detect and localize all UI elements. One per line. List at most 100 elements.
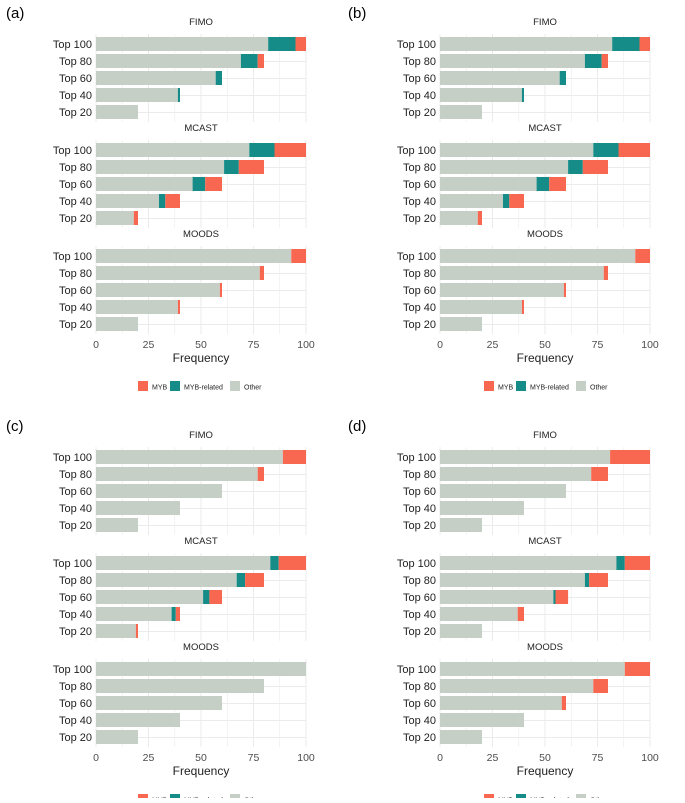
bar-other-top40 [440, 88, 522, 102]
bar-other-top100 [440, 556, 617, 570]
legend: MYB MYB-related Other [484, 381, 608, 392]
bar-other-top40 [96, 501, 180, 515]
bar-myb-top80 [582, 160, 608, 174]
category-label: Top 20 [59, 213, 92, 225]
facet-mcast: MCAST Top 100 Top 80 Top 60 Top 40 Top 20 [397, 536, 651, 641]
bar-other-top20 [440, 518, 482, 532]
category-label: Top 100 [53, 664, 92, 676]
category-label: Top 40 [403, 302, 436, 314]
category-label: Top 20 [59, 520, 92, 532]
x-tick-label: 75 [248, 339, 260, 351]
legend-key-other [576, 794, 586, 803]
bar-myb-top40 [177, 300, 180, 314]
bar-other-top100 [96, 37, 269, 51]
category-label: Top 20 [403, 732, 436, 744]
category-label: Top 60 [403, 486, 436, 498]
bar-myb-top80 [259, 266, 264, 280]
bar-myb-top100 [624, 662, 650, 676]
category-label: Top 60 [59, 179, 92, 191]
bar-other-top60 [440, 696, 562, 710]
facet-mcast: MCAST Top 100 Top 80 Top 60 Top 40 Top 20 [397, 123, 651, 228]
bar-myb-top100 [295, 37, 306, 51]
bar-myb-top60 [549, 177, 566, 191]
bar-other-top100 [440, 249, 636, 263]
legend: MYB MYB-related Other [138, 381, 262, 392]
legend-label: MYB [498, 385, 514, 392]
bar-myb-related-top80 [240, 54, 258, 68]
bar-myb-related-top100 [249, 143, 275, 157]
facet-title: FIMO [189, 430, 213, 441]
panel-label: (b) [348, 5, 366, 22]
facet-moods: MOODS Top 100 Top 80 Top 60 Top 40 Top 20 [53, 642, 307, 747]
facet-fimo: FIMO Top 100 Top 80 Top 60 Top 40 Top 20 [397, 17, 651, 122]
bar-myb-related-top100 [612, 37, 640, 51]
legend-key-myb [138, 381, 148, 391]
x-tick-label: 100 [641, 752, 659, 764]
facet-moods: MOODS Top 100 Top 80 Top 60 Top 40 Top 20 [53, 229, 307, 334]
category-label: Top 40 [59, 302, 92, 314]
category-label: Top 100 [397, 558, 436, 570]
facet-fimo: FIMO Top 100 Top 80 Top 60 Top 40 Top 20 [397, 430, 651, 535]
x-axis-title: Frequency [173, 764, 230, 778]
category-label: Top 40 [403, 609, 436, 621]
bar-other-top60 [440, 177, 537, 191]
bar-myb-related-top80 [568, 160, 583, 174]
bar-myb-top100 [291, 249, 306, 263]
category-label: Top 20 [59, 107, 92, 119]
bar-other-top20 [440, 211, 478, 225]
facet-moods: MOODS Top 100 Top 80 Top 60 Top 40 Top 20 [397, 642, 651, 747]
category-label: Top 100 [397, 145, 436, 157]
bar-other-top20 [96, 518, 138, 532]
x-tick-label: 50 [539, 339, 551, 351]
facet-title: MOODS [527, 229, 563, 240]
facet-title: MCAST [184, 536, 217, 547]
bar-other-top60 [440, 484, 566, 498]
legend-key-myb [484, 381, 494, 391]
category-label: Top 20 [403, 213, 436, 225]
x-tick-label: 75 [248, 752, 260, 764]
facet-title: MOODS [527, 642, 563, 653]
bar-myb-related-top100 [270, 556, 279, 570]
x-tick-label: 100 [297, 339, 315, 351]
bar-other-top80 [440, 266, 604, 280]
category-label: Top 40 [403, 715, 436, 727]
bar-myb-related-top60 [559, 71, 566, 85]
bar-myb-top100 [610, 450, 650, 464]
category-label: Top 100 [53, 452, 92, 464]
bar-myb-top80 [591, 467, 608, 481]
facet-title: MOODS [183, 229, 219, 240]
bar-myb-top100 [639, 37, 650, 51]
bar-other-top100 [96, 662, 306, 676]
bar-other-top20 [96, 624, 136, 638]
bar-other-top20 [96, 730, 138, 744]
x-tick-label: 0 [93, 339, 99, 351]
bar-myb-top60 [561, 696, 566, 710]
facet-title: FIMO [189, 17, 213, 28]
legend-key-myb-related [170, 794, 180, 803]
bar-other-top60 [96, 177, 193, 191]
category-label: Top 40 [59, 90, 92, 102]
bar-myb-related-top40 [521, 88, 524, 102]
facet-fimo: FIMO Top 100 Top 80 Top 60 Top 40 Top 20 [53, 430, 307, 535]
facet-title: MOODS [183, 642, 219, 653]
legend-label: Other [590, 385, 608, 392]
x-axis-title: Frequency [517, 351, 574, 365]
bar-myb-top20 [135, 624, 138, 638]
panel-label: (c) [6, 418, 24, 435]
bar-other-top60 [96, 71, 216, 85]
x-tick-label: 25 [487, 752, 499, 764]
bar-other-top80 [440, 573, 585, 587]
bar-myb-top100 [278, 556, 306, 570]
x-tick-label: 50 [195, 339, 207, 351]
bar-myb-related-top60 [553, 590, 556, 604]
bar-myb-top20 [133, 211, 138, 225]
x-tick-label: 75 [592, 339, 604, 351]
x-tick-label: 0 [437, 752, 443, 764]
bar-other-top80 [440, 54, 585, 68]
category-label: Top 100 [397, 39, 436, 51]
category-label: Top 40 [59, 503, 92, 515]
category-label: Top 60 [403, 285, 436, 297]
legend-label: MYB-related [530, 385, 569, 392]
bar-other-top100 [440, 143, 594, 157]
bar-other-top40 [96, 194, 159, 208]
